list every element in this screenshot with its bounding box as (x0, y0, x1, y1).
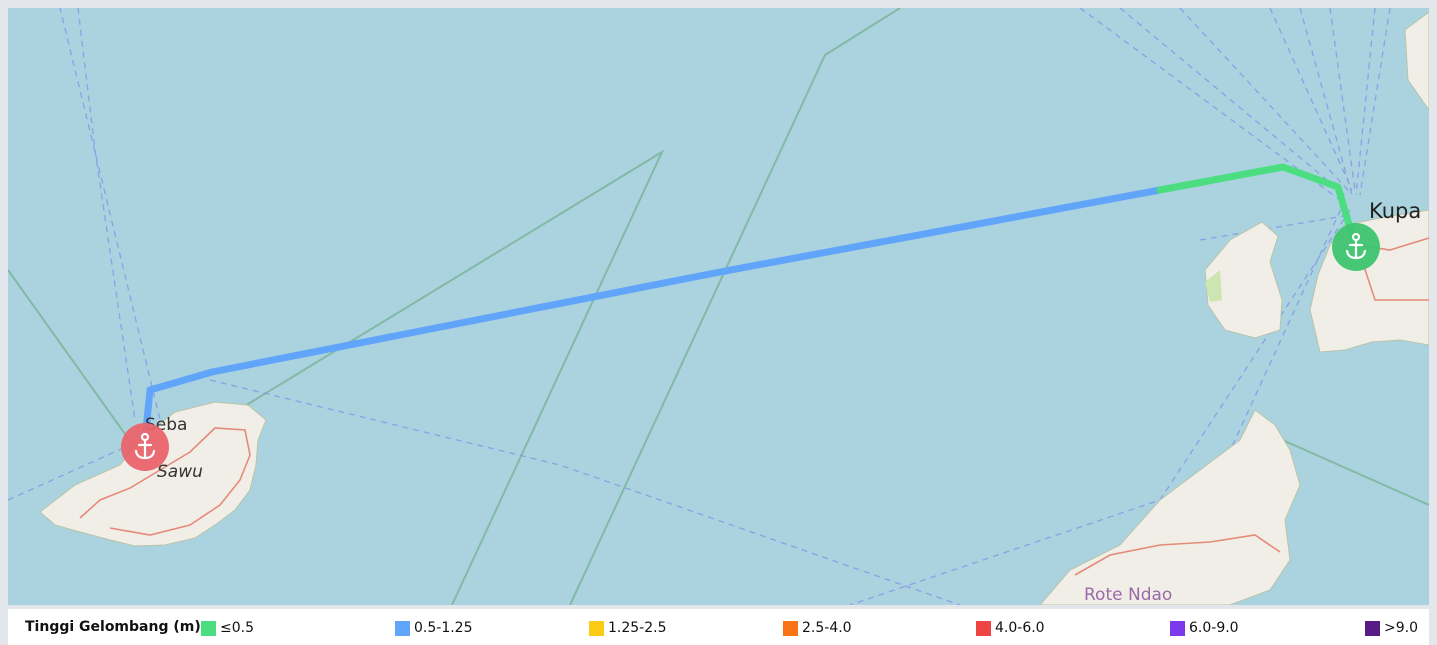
maritime-boundaries (8, 8, 1429, 605)
legend-title: Tinggi Gelombang (m): (25, 619, 207, 635)
rote-roads (1074, 534, 1281, 576)
route-segment-0.5-1.25 (141, 186, 1164, 444)
legend-label: 4.0-6.0 (995, 620, 1045, 636)
legend-label: 1.25-2.5 (608, 620, 667, 636)
legend-label: >9.0 (1384, 620, 1418, 636)
rote-island (1039, 409, 1301, 605)
map-canvas[interactable]: Seba Sawu Kupa Rote Ndao (8, 8, 1429, 605)
legend-item-2.5-4.0: 2.5-4.0 (783, 619, 852, 637)
legend-label: ≤0.5 (220, 620, 254, 636)
semau-island (1204, 221, 1283, 339)
legend-swatch (395, 620, 410, 636)
legend-item-1.25-2.5: 1.25-2.5 (589, 619, 667, 637)
sawu-roads (79, 427, 251, 536)
label-sawu: Sawu (157, 462, 203, 482)
legend-label: 2.5-4.0 (802, 620, 852, 636)
legend-swatch (1365, 620, 1380, 636)
legend-item-gt-9.0: >9.0 (1365, 619, 1418, 637)
anchor-icon (134, 432, 156, 460)
anchor-icon (1345, 232, 1367, 260)
label-rote-ndao: Rote Ndao (1084, 585, 1172, 605)
legend-item-le-0.5: ≤0.5 (201, 619, 254, 637)
legend-label: 0.5-1.25 (414, 620, 473, 636)
route-line (141, 163, 1359, 444)
wave-height-legend: Tinggi Gelombang (m): ≤0.5 0.5-1.25 1.25… (8, 609, 1429, 645)
legend-swatch (201, 620, 216, 636)
origin-port-marker[interactable] (121, 423, 169, 471)
legend-swatch (976, 620, 991, 636)
north-island (1404, 11, 1429, 111)
legend-item-4.0-6.0: 4.0-6.0 (976, 619, 1045, 637)
legend-swatch (783, 620, 798, 636)
route-segment-le-0.5 (1156, 163, 1359, 249)
legend-item-6.0-9.0: 6.0-9.0 (1170, 619, 1239, 637)
legend-label: 6.0-9.0 (1189, 620, 1239, 636)
label-kupang: Kupa (1369, 199, 1421, 223)
legend-item-0.5-1.25: 0.5-1.25 (395, 619, 473, 637)
legend-swatch (1170, 620, 1185, 636)
legend-swatch (589, 620, 604, 636)
destination-port-marker[interactable] (1332, 223, 1380, 271)
semau-vegetation (1205, 270, 1222, 302)
